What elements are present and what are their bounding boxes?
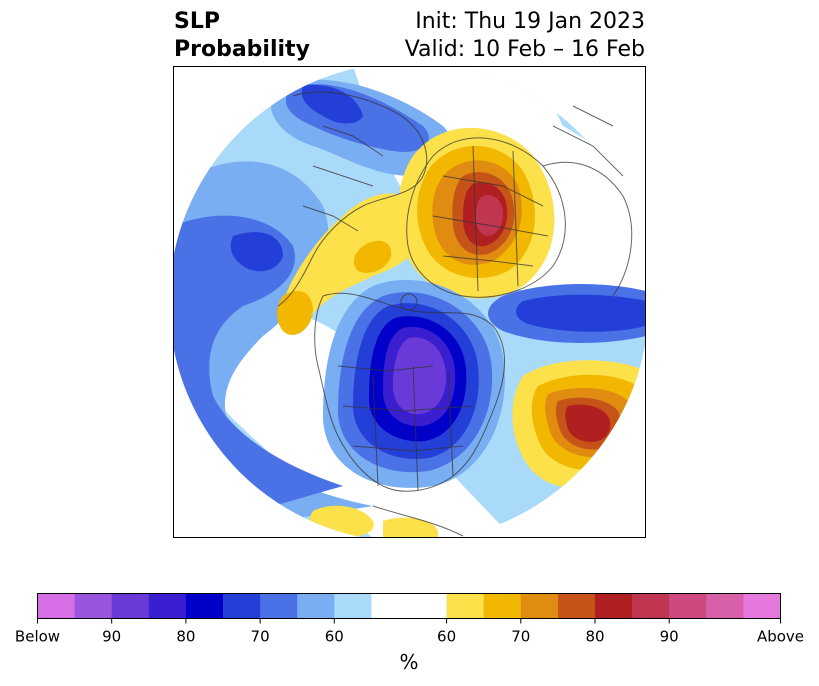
map-outer-mask	[173, 66, 646, 538]
colorbar-ticks: Below 90 80 70 60 60 70 80 90 Above	[15, 618, 804, 646]
colorbar: Below 90 80 70 60 60 70 80 90 Above %	[15, 593, 804, 674]
colorbar-cell-above	[632, 593, 670, 619]
colorbar-tick-label: 60	[437, 628, 456, 646]
colorbar-tick-label: 60	[325, 628, 344, 646]
colorbar-cell-below	[148, 593, 187, 619]
colorbar-tick-label: 70	[511, 628, 530, 646]
colorbar-cell-above	[446, 593, 485, 619]
colorbar-cell-below	[74, 593, 113, 619]
colorbar-cell-below	[297, 593, 335, 619]
colorbar-tick-label: 80	[585, 628, 604, 646]
colorbar-cell-below	[260, 593, 298, 619]
colorbar-cell-neutral	[371, 593, 447, 619]
colorbar-tick-label: 70	[251, 628, 270, 646]
colorbar-cell-below	[185, 593, 224, 619]
colorbar-tick-label: Below	[15, 628, 60, 646]
probability-map	[173, 66, 646, 538]
colorbar-tick-label: Above	[757, 628, 804, 646]
colorbar-tick-label: 80	[176, 628, 195, 646]
colorbar-unit-label: %	[399, 650, 418, 674]
colorbar-cell-above	[483, 593, 522, 619]
colorbar-cell-above	[520, 593, 559, 619]
title-init-date: Init: Thu 19 Jan 2023	[415, 9, 645, 34]
colorbar-cell-below	[37, 593, 75, 619]
title-variable: SLP	[174, 9, 220, 34]
chart-title-right: Init: Thu 19 Jan 2023 Valid: 10 Feb – 16…	[405, 8, 645, 64]
colorbar-cells	[37, 593, 781, 619]
colorbar-cell-above	[595, 593, 633, 619]
colorbar-cell-above	[557, 593, 596, 619]
colorbar-cell-above	[706, 593, 744, 619]
map-boundaries	[277, 91, 633, 537]
title-metric: Probability	[174, 37, 310, 62]
colorbar-cell-above	[743, 593, 781, 619]
chart-title-left: SLP Probability	[174, 8, 310, 64]
colorbar-cell-below	[334, 593, 372, 619]
colorbar-frame	[37, 593, 781, 619]
colorbar-tick-label: 90	[102, 628, 121, 646]
colorbar-cell-below	[223, 593, 261, 619]
colorbar-cell-below	[111, 593, 150, 619]
colorbar-tick-label: 90	[660, 628, 679, 646]
colorbar-cell-above	[669, 593, 707, 619]
title-valid-range: Valid: 10 Feb – 16 Feb	[404, 37, 645, 62]
map-frame	[173, 66, 646, 538]
